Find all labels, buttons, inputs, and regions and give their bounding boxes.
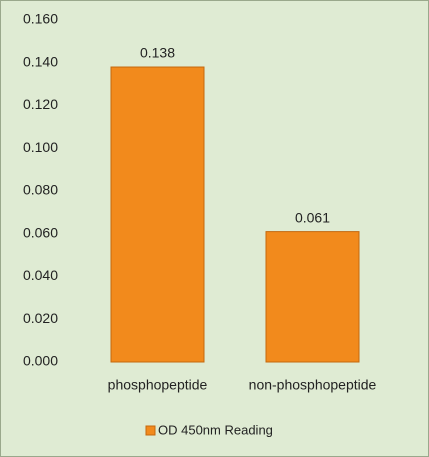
legend-label: OD 450nm Reading (158, 422, 273, 437)
legend-swatch (145, 425, 156, 436)
bar (265, 231, 360, 363)
y-tick-label: 0.160 (23, 11, 58, 27)
y-tick-label: 0.120 (23, 96, 58, 112)
y-tick-label: 0.080 (23, 182, 58, 198)
y-tick-label: 0.040 (23, 267, 58, 283)
value-label: 0.061 (295, 209, 330, 225)
y-tick-label: 0.140 (23, 53, 58, 69)
y-tick-label: 0.060 (23, 224, 58, 240)
y-tick-label: 0.020 (23, 310, 58, 326)
x-tick-label: non-phosphopeptide (249, 377, 377, 393)
bar (110, 66, 205, 363)
x-tick-label: phosphopeptide (108, 377, 208, 393)
y-tick-label: 0.000 (23, 353, 58, 369)
value-label: 0.138 (140, 45, 175, 61)
y-tick-label: 0.100 (23, 139, 58, 155)
